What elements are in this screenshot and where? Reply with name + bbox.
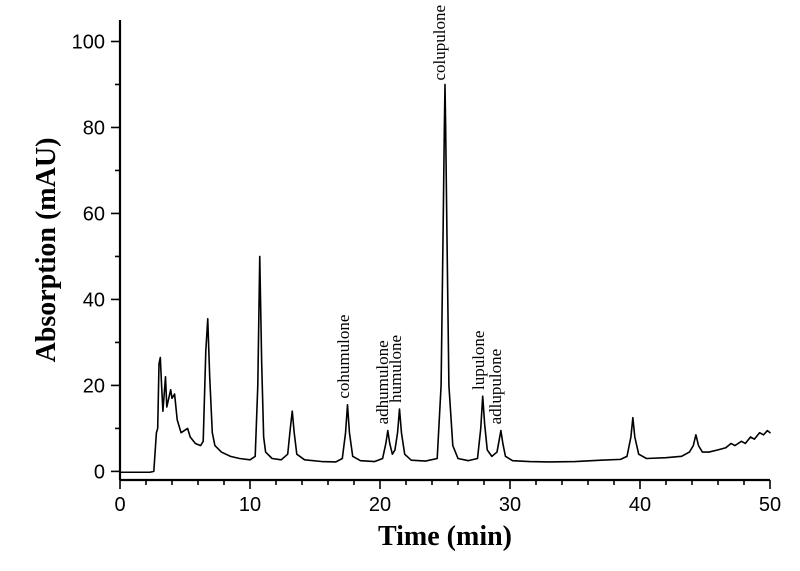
y-tick-label: 80 [83,117,105,139]
y-tick-label: 0 [94,461,105,483]
y-tick-label: 20 [83,375,105,397]
peak-label: colupulone [430,5,449,81]
x-tick-label: 20 [369,494,391,516]
y-tick-label: 40 [83,289,105,311]
x-axis-label: Time (min) [378,521,512,552]
x-tick-label: 30 [499,494,521,516]
chromatogram-trace [120,84,770,472]
chromatogram-chart: 0 10 20 30 40 50 0 20 40 60 80 100 Time (min) Absorpt… [0,0,800,571]
y-axis-label: Absorption (mAU) [31,138,62,363]
peak-label: adlupulone [486,349,505,425]
peak-label: humulone [386,335,405,403]
y-tick-label: 100 [72,31,105,53]
x-tick-label: 50 [759,494,781,516]
x-tick-label: 0 [114,494,125,516]
y-tick-label: 60 [83,203,105,225]
x-tick-label: 40 [629,494,651,516]
chart-svg: 0 10 20 30 40 50 0 20 40 60 80 100 Time (min) Absorpt… [0,0,800,571]
peak-label: cohumulone [334,315,353,399]
x-tick-label: 10 [239,494,261,516]
